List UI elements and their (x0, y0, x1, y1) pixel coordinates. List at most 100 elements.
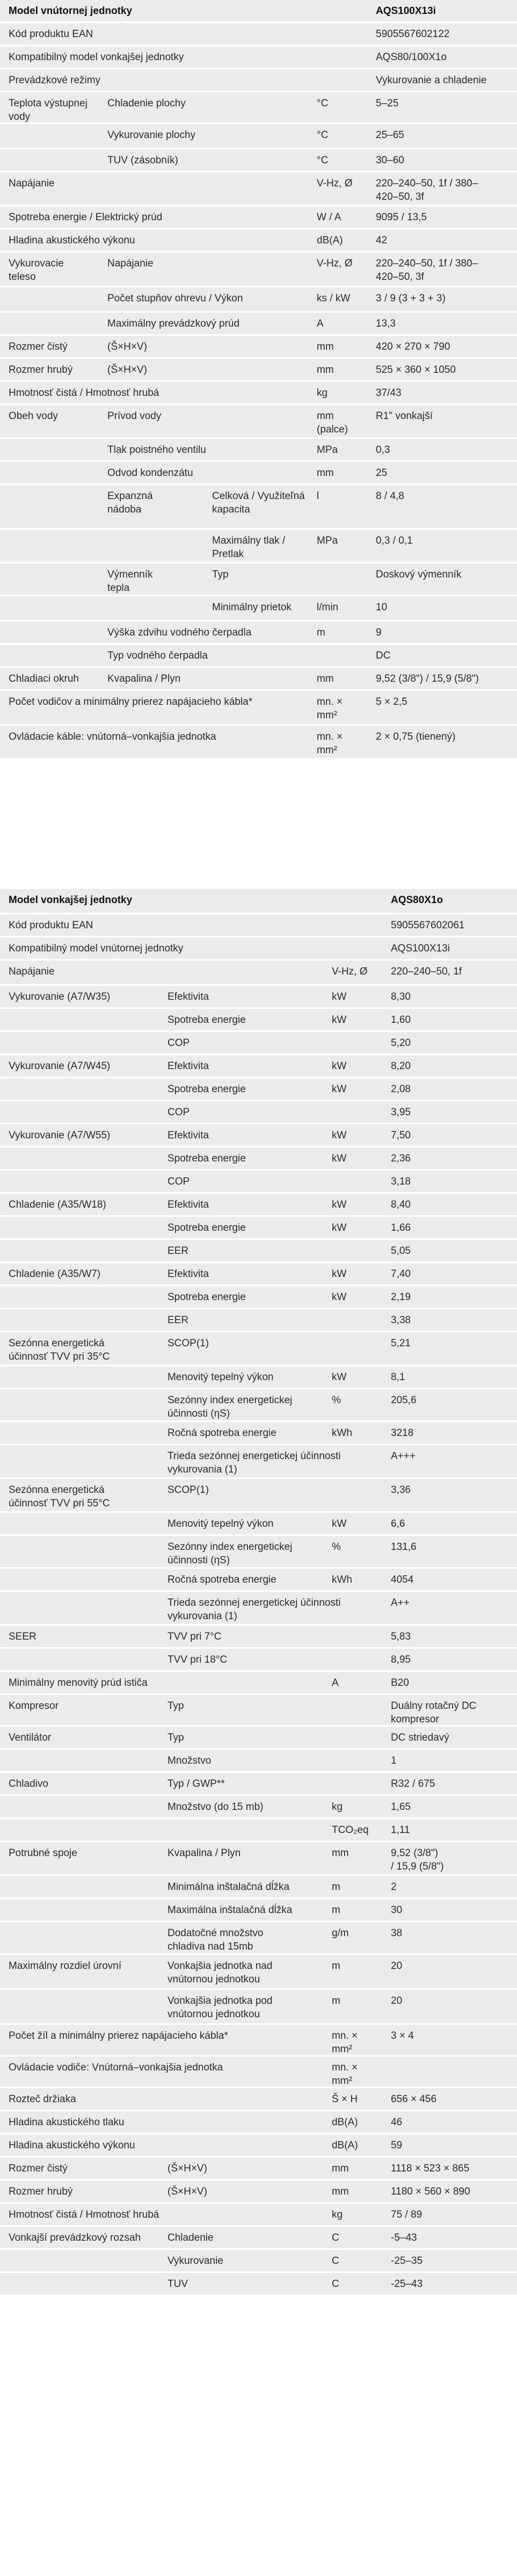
table-row: Spotreba energie kW 2,19 (0, 1286, 517, 1308)
cell-col-0: Rozmer čistý (9, 341, 68, 352)
table-row: Kód produktu EAN 5905567602122 (0, 23, 517, 45)
table-row: Počet stupňov ohrevu / Výkon ks / kW 3 / 9… (0, 287, 517, 311)
table-row: Teplota výstupnej vody Chladenie plochy °C… (0, 92, 517, 122)
table-row: Vykurovanie (A7/W45) Efektivita kW 8,20 (0, 1055, 517, 1077)
cell-col-2: kW (332, 1084, 347, 1095)
cell-col-0: Sezónna energetická účinnosť TVV pri 55°… (9, 1484, 110, 1509)
cell-col-1: Množstvo (do 15 mb) (168, 1801, 264, 1813)
cell-col-3: 2,36 (391, 1153, 411, 1164)
table-row: Ovládacie káble: vnútorná–vonkajšia jedn… (0, 726, 517, 758)
cell-col-0: Počet žíl a minimálny prierez napájacieh… (9, 2030, 228, 2041)
cell-col-0: Ovládacie káble: vnútorná–vonkajšia jedn… (9, 731, 216, 742)
cell-col-2: Typ (212, 569, 229, 580)
cell-col-3: 8,40 (391, 1199, 411, 1210)
cell-col-0: Chladivo (9, 1778, 48, 1790)
cell-col-1: Efektivita (168, 991, 209, 1002)
cell-col-1: (Š×H×V) (168, 2163, 207, 2174)
cell-col-2: kg (332, 2209, 343, 2220)
cell-col-3: 8,95 (391, 1654, 411, 1665)
cell-col-3: AQS80X1o (391, 894, 443, 906)
cell-col-2: kW (332, 1222, 347, 1233)
cell-col-2: kW (332, 991, 347, 1002)
cell-col-2: dB(A) (332, 2140, 358, 2151)
cell-col-1: Množstvo (168, 1755, 212, 1766)
table-row: Chladenie (A35/W7) Efektivita kW 7,40 (0, 1263, 517, 1285)
cell-col-0: Ventilátor (9, 1732, 52, 1743)
cell-col-1: Chladenie plochy (107, 98, 186, 109)
cell-col-3: MPa (317, 535, 338, 546)
table-row: Počet žíl a minimálny prierez napájacieh… (0, 2025, 517, 2055)
cell-col-3: 3,18 (391, 1176, 411, 1187)
cell-col-0: Potrubné spoje (9, 1848, 77, 1859)
table-row: Vykurovanie C -25–35 (0, 2250, 517, 2271)
cell-col-3: DC striedavý (391, 1732, 449, 1743)
table-row: Maximálny rozdiel úrovní Vonkajšia jednot… (0, 1955, 517, 1988)
cell-col-0: Hladina akustického tlaku (9, 2117, 125, 2128)
cell-col-3: AQS100X13i (391, 943, 450, 954)
table-row: Odvod kondenzátu mm 25 (0, 462, 517, 484)
cell-col-2: kWh (332, 1427, 352, 1439)
cell-col-3: 205,6 (391, 1395, 417, 1406)
cell-col-3: l/min (317, 602, 339, 613)
cell-col-3: 3218 (391, 1427, 414, 1439)
table-row: Sezónna energetická účinnosť TVV pri 35°… (0, 1332, 517, 1365)
cell-col-3: 5905567602061 (391, 920, 465, 931)
table-row: Vonkajší prevádzkový rozsah Chladenie C -5–… (0, 2227, 517, 2248)
cell-col-3: AQS100X13i (376, 5, 436, 17)
cell-col-3: A++ (391, 1597, 410, 1608)
cell-col-2: m (332, 1881, 340, 1893)
table-row: Dodatočné množstvo chladiva nad 15mb g/m 3… (0, 1922, 517, 1953)
cell-col-1: Prívod vody (107, 410, 162, 422)
table-header-row: Model vonkajšej jednotky AQS80X1o (0, 889, 517, 913)
cell-col-1: Dodatočné množstvo chladiva nad 15mb (168, 1928, 264, 1952)
cell-col-2: C (332, 2278, 339, 2290)
cell-col-3: 25–65 (376, 129, 404, 141)
cell-col-0: Počet vodičov a minimálny prierez napája… (9, 696, 253, 708)
cell-col-3: l (317, 490, 319, 502)
cell-col-1: TUV (168, 2278, 188, 2290)
table-row: Spotreba energie kW 1,66 (0, 1217, 517, 1238)
cell-col-3: 25 (376, 467, 388, 479)
table-row: Kompresor Typ Duálny rotačný DC kompresor (0, 1695, 517, 1725)
cell-col-2: kWh (332, 1574, 352, 1585)
cell-col-1: Ročná spotreba energie (168, 1427, 276, 1439)
table-row: Rozmer hrubý (Š×H×V) mm 525 × 360 × 1050 (0, 359, 517, 380)
cell-col-1: Spotreba energie (168, 1222, 246, 1233)
cell-col-1: Maximálny prevádzkový prúd (107, 318, 240, 329)
cell-col-3: 30 (391, 1904, 403, 1916)
cell-col-0: Model vonkajšej jednotky (9, 894, 133, 906)
cell-col-3: 1,66 (391, 1222, 411, 1233)
cell-col-2: kg (317, 387, 328, 399)
cell-col-1: Sezónny index energetickej účinnosti (ηS… (168, 1395, 293, 1419)
cell-col-3: 525 × 360 × 1050 (376, 364, 456, 376)
table-row: Expanzná nádoba Celková / Využiteľná kapa… (0, 485, 517, 528)
cell-col-3: A+++ (391, 1451, 416, 1462)
table-row: EER 5,05 (0, 1240, 517, 1261)
cell-col-0: Hladina akustického výkonu (9, 235, 135, 246)
table-row: Spotreba energie / Elektrický prúd W / A 9… (0, 206, 517, 228)
table-row: Hmotnosť čistá / Hmotnosť hrubá kg 37/43 (0, 382, 517, 403)
cell-col-0: SEER (9, 1631, 37, 1642)
table-row: Tlak poistného ventilu MPa 0,3 (0, 439, 517, 460)
outdoor-unit-spec-table: Model vonkajšej jednotky AQS80X1o Kód prod… (0, 889, 517, 2294)
cell-col-1: Spotreba energie (168, 1291, 246, 1303)
cell-col-1: Efektivita (168, 1268, 209, 1280)
cell-col-1: COP (168, 1107, 190, 1118)
cell-col-2: V-Hz, Ø (317, 258, 353, 269)
cell-col-0: Ovládacie vodiče: Vnútorná–vonkajšia jed… (9, 2062, 223, 2073)
cell-col-2: m (332, 1960, 340, 1972)
cell-col-1: Vykurovanie plochy (107, 129, 196, 141)
cell-col-2: Maximálny tlak / Pretlak (212, 535, 286, 560)
table-row: Ročná spotreba energie kWh 3218 (0, 1422, 517, 1444)
cell-col-2: kW (332, 1372, 347, 1383)
cell-col-3: 3 / 9 (3 + 3 + 3) (376, 293, 446, 304)
cell-col-1: Efektivita (168, 1199, 209, 1210)
table-row: Ovládacie vodiče: Vnútorná–vonkajšia jed… (0, 2057, 517, 2087)
cell-col-3: 42 (376, 235, 388, 246)
cell-col-3: 5 × 2,5 (376, 696, 407, 708)
table-row: Minimálny prietok l/min 10 (0, 596, 517, 620)
cell-col-0: Teplota výstupnej vody (9, 98, 88, 122)
cell-col-2: °C (317, 155, 329, 166)
table-row: Vykurovanie (A7/W35) Efektivita kW 8,30 (0, 986, 517, 1007)
cell-col-2: kW (332, 1153, 347, 1164)
